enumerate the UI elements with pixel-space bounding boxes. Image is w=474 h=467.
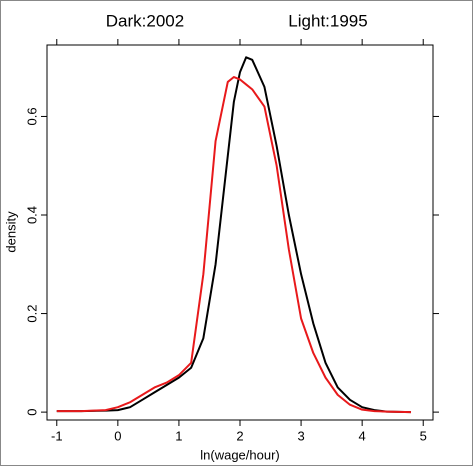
- x-tick-label: 3: [297, 428, 304, 443]
- x-tick-label: 5: [420, 428, 427, 443]
- y-axis-label: density: [3, 211, 18, 253]
- y-tick-label: 0.2: [24, 305, 39, 323]
- density-line: [56, 76, 412, 414]
- x-axis-label: ln(wage/hour): [200, 447, 280, 462]
- y-tick-label: 0: [24, 408, 39, 415]
- annotation: Dark:2002: [106, 11, 184, 30]
- x-tick-label: 0: [114, 428, 121, 443]
- y-tick-label: 0.4: [24, 206, 39, 224]
- x-tick-label: -1: [51, 428, 63, 443]
- y-tick-label: 0.6: [24, 107, 39, 125]
- x-tick-label: 1: [175, 428, 182, 443]
- plot-box: [46, 44, 434, 421]
- x-tick-label: 4: [359, 428, 366, 443]
- x-tick-label: 2: [236, 428, 243, 443]
- density-line: [56, 56, 412, 414]
- annotation: Light:1995: [288, 11, 367, 30]
